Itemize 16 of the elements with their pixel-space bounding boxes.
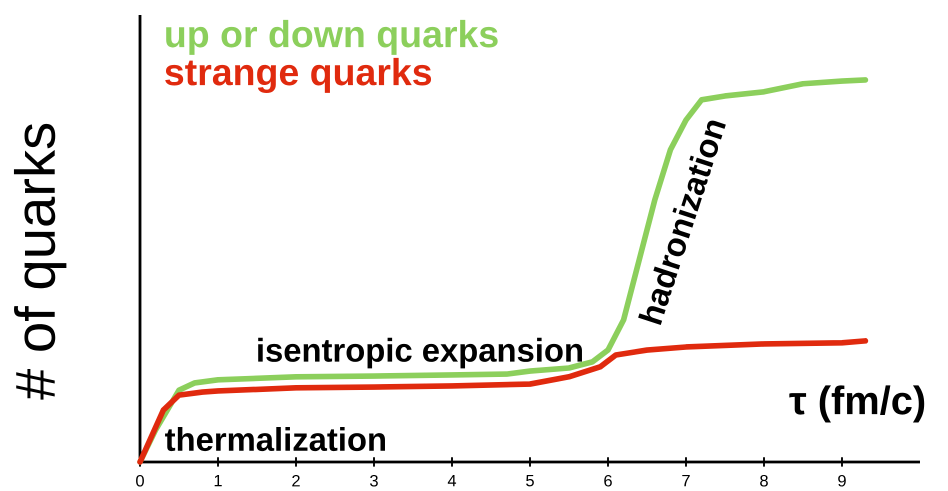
x-tick-label: 6 <box>604 474 612 487</box>
x-tick-label: 3 <box>370 474 378 487</box>
text: strange quarks <box>165 58 432 94</box>
x-tick-label: 9 <box>838 474 846 487</box>
x-tick-label: 7 <box>682 474 690 486</box>
x-tick-label: 1 <box>214 474 222 486</box>
x-tick-label: 8 <box>760 474 768 487</box>
x-tick-label: 2 <box>292 474 300 486</box>
x-axis-title: τ (fm/c) <box>789 385 924 422</box>
x-tick-label: 0 <box>136 474 144 487</box>
x-tick-label: 4 <box>448 474 456 486</box>
x-tick-label: 5 <box>526 474 534 486</box>
annotation: thermalization <box>165 427 385 452</box>
y-axis-title: # of quarks <box>14 124 66 400</box>
annotation: isentropic expansion <box>258 338 582 368</box>
text: up or down quarks <box>166 20 498 55</box>
